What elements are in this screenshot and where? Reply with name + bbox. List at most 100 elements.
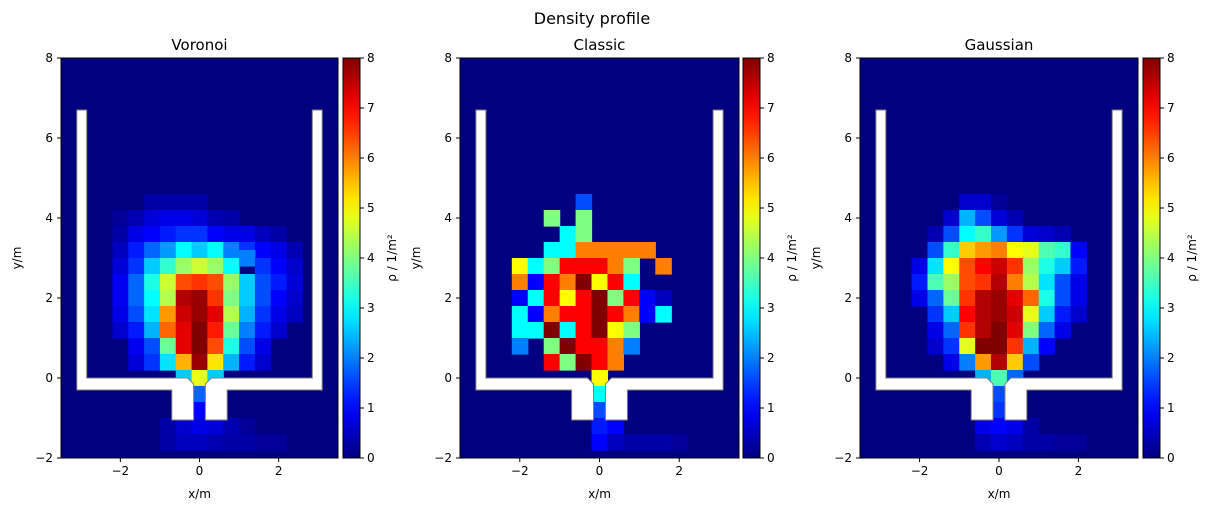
- heatmap-cell: [511, 338, 529, 355]
- heatmap-cell: [207, 274, 224, 291]
- heatmap-cell: [559, 290, 577, 307]
- heatmap-cell: [112, 274, 129, 291]
- heatmap-cell: [144, 354, 161, 371]
- heatmap-cell: [239, 322, 256, 339]
- heatmap-cell: [607, 258, 625, 275]
- heatmap-cell: [975, 194, 992, 211]
- heatmap-cell: [223, 338, 240, 355]
- heatmap-cell: [559, 274, 577, 291]
- heatmap-cell: [191, 210, 209, 227]
- heatmap-cell: [959, 242, 976, 259]
- x-tick-label: −2: [911, 464, 929, 478]
- heatmap-cell: [1054, 306, 1072, 323]
- heatmap-cell: [239, 434, 256, 451]
- colorbar-tick-label: 3: [367, 301, 375, 315]
- heatmap-cell: [575, 338, 593, 355]
- heatmap-cell: [607, 418, 625, 435]
- heatmap-cell: [112, 242, 129, 259]
- heatmap-cell: [207, 338, 224, 355]
- heatmap-cell: [991, 274, 1008, 291]
- heatmap-cell: [1070, 306, 1087, 323]
- colorbar-tick-label: 7: [767, 101, 775, 115]
- heatmap-cell: [959, 258, 976, 275]
- heatmap-cell: [128, 290, 145, 307]
- heatmap-cell: [1022, 274, 1040, 291]
- heatmap-cell: [191, 290, 209, 307]
- heatmap-cell: [575, 322, 593, 339]
- heatmap-cell: [175, 242, 193, 259]
- heatmap-cell: [144, 290, 161, 307]
- x-tick-label: 2: [275, 464, 283, 478]
- heatmap-cell: [575, 210, 593, 227]
- heatmap-cell: [927, 226, 944, 243]
- heatmap-cell: [655, 306, 672, 323]
- colorbar-tick-label: 4: [1167, 251, 1175, 265]
- heatmap-cell: [975, 242, 992, 259]
- colorbar-tick-label: 3: [1167, 301, 1175, 315]
- heatmap-cell: [975, 274, 992, 291]
- colorbar-tick-label: 2: [767, 351, 775, 365]
- colorbar-tick-label: 1: [1167, 401, 1175, 415]
- heatmap-cell: [639, 434, 656, 451]
- heatmap-cell: [543, 354, 561, 371]
- x-tick-label: 0: [995, 464, 1003, 478]
- heatmap-cell: [911, 290, 929, 307]
- heatmap-cell: [623, 306, 640, 323]
- heatmap-cell: [623, 242, 640, 259]
- heatmap-cell: [270, 242, 288, 259]
- heatmap-cell: [991, 354, 1008, 371]
- heatmap-cell: [128, 322, 145, 339]
- heatmap-cell: [575, 242, 593, 259]
- heatmap-cell: [223, 354, 240, 371]
- heatmap-cell: [223, 210, 240, 227]
- heatmap-cell: [128, 354, 145, 371]
- colorbar-tick-label: 8: [367, 51, 375, 65]
- heatmap-cell: [112, 226, 129, 243]
- heatmap-cell: [639, 290, 656, 307]
- heatmap-cell: [239, 338, 256, 355]
- heatmap-cell: [623, 338, 640, 355]
- left-wall: [475, 109, 594, 421]
- heatmap-cell: [943, 290, 960, 307]
- heatmap-cell: [943, 258, 960, 275]
- heatmap-cell: [191, 338, 209, 355]
- y-tick-label: 6: [844, 131, 852, 145]
- heatmap-cell: [1054, 258, 1072, 275]
- heatmap-cell: [159, 322, 177, 339]
- heatmap-cell: [175, 226, 193, 243]
- heatmap-cell: [159, 418, 177, 435]
- heatmap-cell: [543, 258, 561, 275]
- colorbar-tick-label: 2: [367, 351, 375, 365]
- heatmap-cell: [191, 354, 209, 371]
- heatmap-cell: [943, 226, 960, 243]
- left-wall: [875, 109, 994, 421]
- heatmap-cell: [607, 290, 625, 307]
- colorbar-tick-label: 0: [367, 451, 375, 465]
- heatmap-cell: [1006, 306, 1024, 323]
- heatmap-cell: [543, 274, 561, 291]
- heatmap-cell: [191, 306, 209, 323]
- heatmap-cell: [223, 434, 240, 451]
- heatmap-cell: [975, 306, 992, 323]
- heatmap-cell: [254, 306, 272, 323]
- colorbar-tick-label: 5: [367, 201, 375, 215]
- heatmap-cell: [175, 210, 193, 227]
- heatmap-cell: [975, 226, 992, 243]
- heatmap-cell: [991, 290, 1008, 307]
- heatmap-cell: [175, 434, 193, 451]
- heatmap-cell: [159, 210, 177, 227]
- heatmap-cell: [1006, 210, 1024, 227]
- heatmap-cell: [223, 274, 240, 291]
- heatmap-cell: [112, 322, 129, 339]
- y-tick-label: 2: [444, 291, 452, 305]
- y-tick-label: −2: [35, 451, 53, 465]
- heatmap-cell: [591, 258, 609, 275]
- heatmap-cell: [591, 322, 609, 339]
- colorbar: [742, 57, 761, 459]
- heatmap-cell: [1022, 338, 1040, 355]
- heatmap-cell: [159, 290, 177, 307]
- heatmap-cell: [144, 258, 161, 275]
- heatmap-cell: [559, 242, 577, 259]
- heatmap-cell: [623, 274, 640, 291]
- heatmap-cell: [1070, 434, 1087, 451]
